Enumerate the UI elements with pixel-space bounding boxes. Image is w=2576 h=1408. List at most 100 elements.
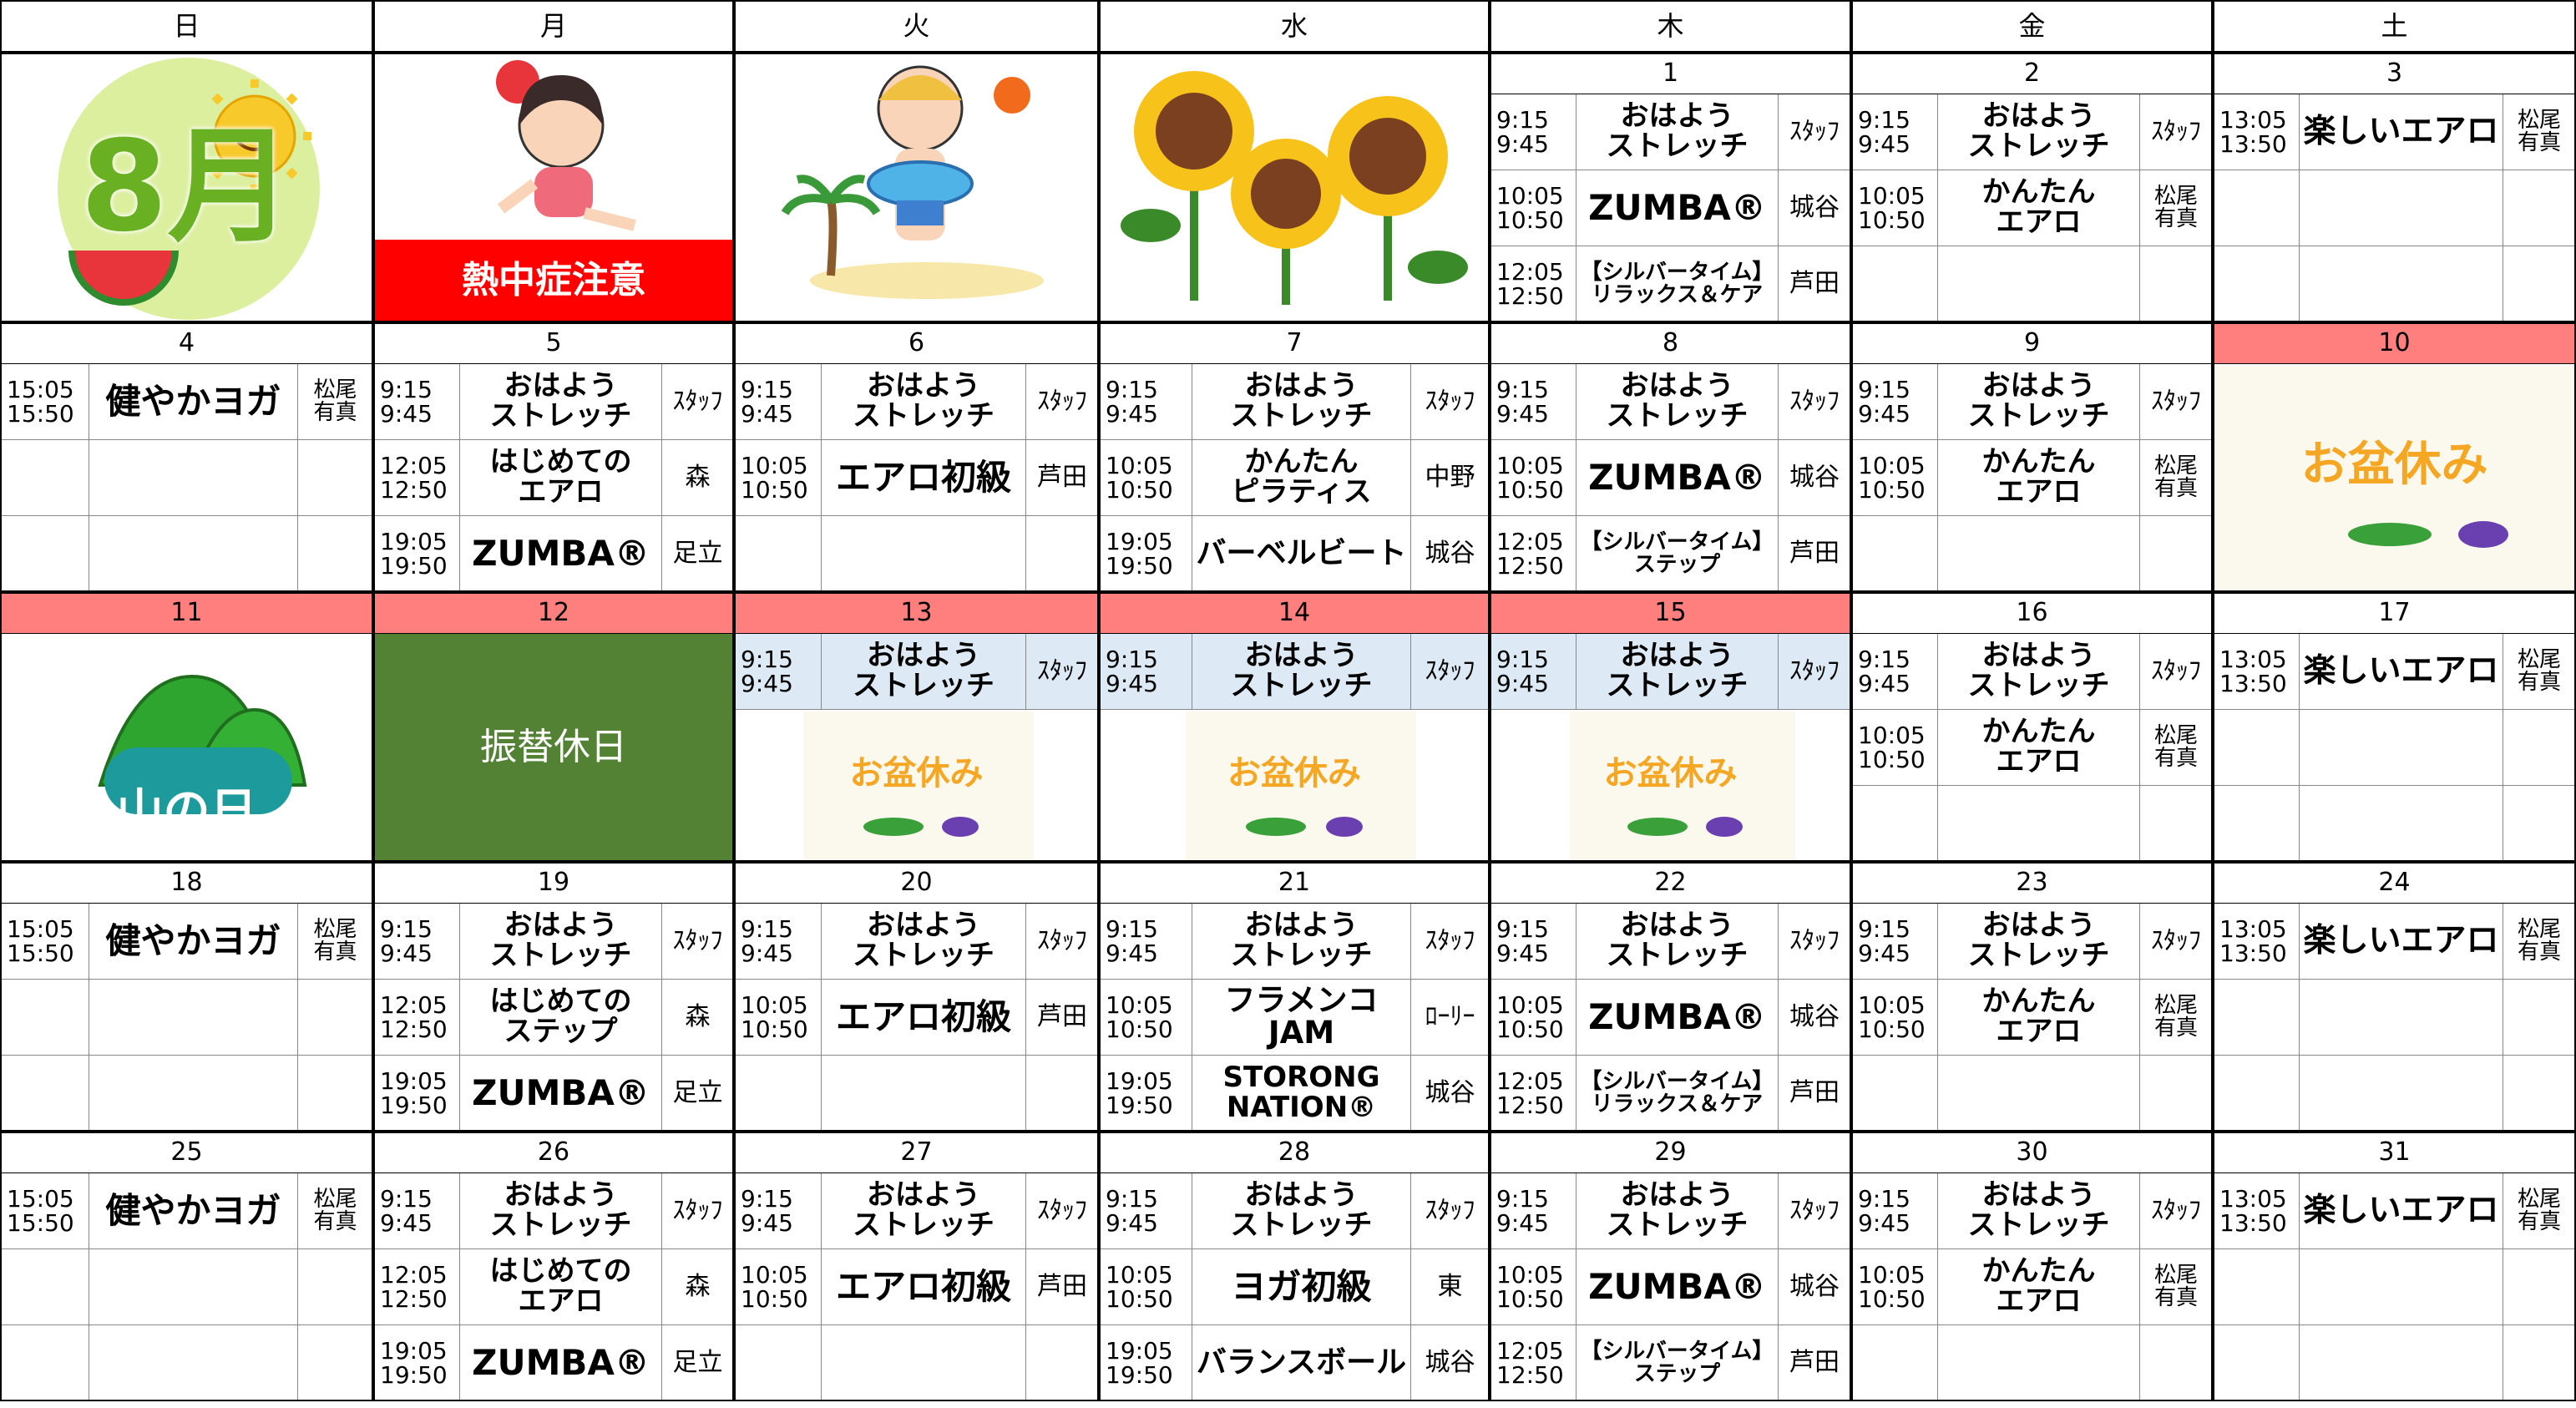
time-start: 19:05: [380, 1336, 448, 1365]
time-start: 10:05: [741, 451, 808, 479]
time-end: 19:50: [380, 1091, 448, 1119]
time-end: 9:45: [1496, 670, 1549, 697]
date: 17: [2213, 592, 2576, 634]
time-end: 10:50: [741, 476, 808, 504]
time-start: 9:15: [1106, 1184, 1158, 1213]
time: 10:05 10:50: [1099, 440, 1192, 516]
instructor: 東: [1411, 1249, 1490, 1325]
date: 10: [2213, 322, 2576, 364]
instructor: 松尾 有真: [2140, 440, 2213, 516]
time: 9:15 9:45: [1490, 634, 1576, 710]
class-name: [2300, 170, 2503, 246]
class-name: かんたん ピラティス: [1192, 440, 1411, 516]
time: 10:05 10:50: [1851, 1249, 1938, 1325]
banner: 8月: [80, 114, 293, 260]
time: 19:05 19:50: [373, 516, 460, 592]
time: 9:15 9:45: [1490, 1173, 1576, 1249]
time-start: 19:05: [1106, 1066, 1173, 1095]
time: 12:05 12:50: [1490, 1325, 1576, 1401]
class-name: かんたん エアロ: [1938, 980, 2140, 1056]
time-end: 9:45: [741, 670, 793, 697]
instructor: 松尾 有真: [2140, 170, 2213, 246]
date: 7: [1099, 322, 1490, 364]
time-start: 13:05: [2219, 645, 2287, 673]
time-end: 9:45: [1106, 940, 1158, 967]
time: 9:15 9:45: [734, 1173, 822, 1249]
date: 8: [1490, 322, 1851, 364]
time-end: 12:50: [1496, 552, 1564, 580]
class-name: おはよう ストレッチ: [1576, 904, 1779, 980]
class-name: 【シルバータイム】 リラックス＆ケア: [1576, 1056, 1779, 1132]
class-name: ヨガ初級: [1192, 1249, 1411, 1325]
time: 12:05 12:50: [373, 980, 460, 1056]
time: 10:05 10:50: [734, 440, 822, 516]
class-name: おはよう ストレッチ: [822, 1173, 1026, 1249]
date: 23: [1851, 862, 2213, 904]
time: 19:05 19:50: [373, 1325, 460, 1401]
time: 10:05 10:50: [1851, 440, 1938, 516]
time-end: 12:50: [1496, 282, 1564, 310]
time-end: 12:50: [1496, 1091, 1564, 1119]
time-end: 9:45: [1858, 670, 1910, 697]
time-start: 9:15: [1106, 914, 1158, 943]
time: 9:15 9:45: [734, 904, 822, 980]
time-start: 19:05: [380, 1066, 448, 1095]
class-name: ZUMBA®: [1576, 440, 1779, 516]
day-cell: [734, 53, 1099, 322]
instructor: 松尾 有真: [2140, 710, 2213, 786]
time: 9:15 9:45: [1851, 904, 1938, 980]
banner: お盆休み: [1603, 754, 1738, 793]
time: 12:05 12:50: [373, 440, 460, 516]
time-end: 13:50: [2219, 1209, 2287, 1237]
time: [0, 440, 89, 516]
time-start: 10:05: [1858, 451, 1926, 479]
time-start: 9:15: [1858, 375, 1910, 403]
class-name: かんたん エアロ: [1938, 710, 2140, 786]
class-name: おはよう ストレッチ: [1576, 94, 1779, 170]
day-cell: [0, 53, 373, 322]
time-end: 9:45: [1858, 130, 1910, 158]
date: 5: [373, 322, 734, 364]
time-end: 19:50: [1106, 1091, 1173, 1119]
instructor: 城谷: [1779, 1249, 1851, 1325]
time-start: 10:05: [1496, 451, 1564, 479]
time-start: 9:15: [1858, 105, 1910, 134]
time-end: 10:50: [1106, 1285, 1173, 1313]
time: 13:05 13:50: [2213, 634, 2300, 710]
day-cell: [1099, 322, 1490, 592]
time-start: 15:05: [7, 1184, 74, 1213]
class-name: かんたん エアロ: [1938, 1249, 2140, 1325]
time-end: 9:45: [380, 940, 433, 967]
time-end: 9:45: [1106, 400, 1158, 428]
time-end: 15:50: [7, 1209, 74, 1237]
class-name: ZUMBA®: [460, 1056, 662, 1132]
instructor: ｽﾀｯﾌ: [1411, 904, 1490, 980]
time: 9:15 9:45: [1099, 1173, 1192, 1249]
time: 9:15 9:45: [373, 904, 460, 980]
time: 10:05 10:50: [1851, 980, 1938, 1056]
time-end: 13:50: [2219, 130, 2287, 158]
time-end: 10:50: [1858, 206, 1926, 234]
date: 13: [734, 592, 1099, 634]
class-name: フラメンコJAM: [1192, 980, 1411, 1056]
time-start: 9:15: [380, 1184, 433, 1213]
instructor: 松尾 有真: [298, 364, 373, 440]
class-name: はじめての エアロ: [460, 1249, 662, 1325]
weekday-header: 土: [2213, 0, 2576, 53]
day-cell: [2213, 53, 2576, 322]
day-cell: [1851, 53, 2213, 322]
time-start: 10:05: [741, 1260, 808, 1289]
time-end: 10:50: [1106, 476, 1173, 504]
class-name: おはよう ストレッチ: [1192, 904, 1411, 980]
time: 9:15 9:45: [1099, 904, 1192, 980]
time-end: 9:45: [1106, 1209, 1158, 1237]
time: 15:05 15:50: [0, 1173, 89, 1249]
time-end: 9:45: [1496, 400, 1549, 428]
day-cell: [1099, 592, 1490, 862]
time: 9:15 9:45: [734, 364, 822, 440]
date: 31: [2213, 1132, 2576, 1173]
time-start: 10:05: [741, 990, 808, 1019]
time-start: 19:05: [380, 527, 448, 555]
time-end: 15:50: [7, 940, 74, 967]
